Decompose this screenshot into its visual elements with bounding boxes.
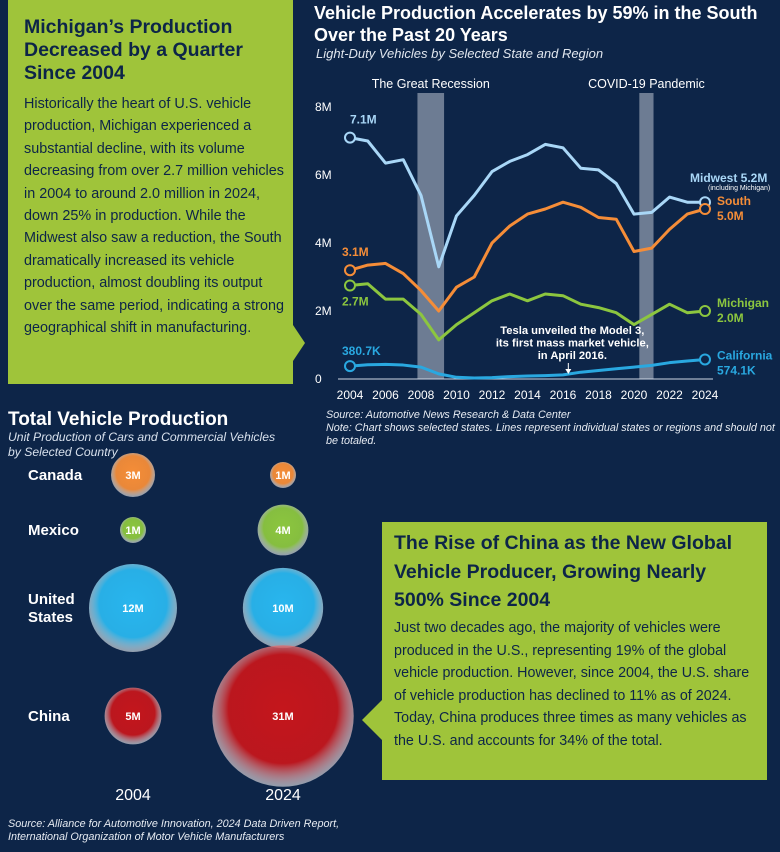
x-tick-label: 2004 — [337, 388, 364, 402]
series-start-label-midwest: 7.1M — [350, 113, 377, 127]
bubble-source-line-1: Source: Alliance for Automotive Innovati… — [8, 818, 340, 830]
series-end-value-michigan: 2.0M — [717, 311, 744, 325]
shaded-band-1 — [639, 93, 654, 379]
series-endpoint-california — [699, 353, 711, 366]
bubble-label: 3M — [125, 470, 140, 482]
series-endpoint-south — [344, 264, 356, 277]
line-chart-note: Note: Chart shows selected states. Lines… — [326, 422, 775, 447]
series-line-michigan — [349, 282, 706, 342]
series-end-note-midwest: (including Michigan) — [708, 185, 770, 192]
x-tick-label: 2024 — [692, 388, 719, 402]
series-start-label-california: 380.7K — [342, 344, 381, 358]
bubble-mexico-2004 — [120, 517, 146, 543]
line-chart-subtitle: Light-Duty Vehicles by Selected State an… — [316, 46, 604, 61]
china-callout-box: The Rise of China as the New Global Vehi… — [382, 522, 767, 780]
series-start-label-south: 3.1M — [342, 245, 369, 259]
series-line-midwest — [349, 136, 705, 269]
bubble-china-2024 — [212, 645, 354, 787]
country-label-0: Canada — [28, 467, 83, 484]
x-tick-label: 2012 — [479, 388, 506, 402]
y-tick-label: 6M — [315, 168, 332, 182]
series-endpoint-california — [344, 360, 356, 373]
country-label-2: United — [28, 591, 75, 608]
bubble-canada-2004 — [111, 453, 155, 497]
year-column-label: 2004 — [115, 787, 151, 804]
series-endpoint-michigan — [344, 279, 356, 292]
china-callout-title: The Rise of China as the New Global Vehi… — [394, 532, 733, 611]
y-tick-label: 8M — [315, 100, 332, 114]
bubble-united-states-2024 — [242, 567, 324, 649]
michigan-callout-box: Michigan’s Production Decreased by a Qua… — [8, 0, 293, 384]
michigan-callout-pointer — [293, 325, 305, 361]
bubble-source-line-2: International Organization of Motor Vehi… — [8, 831, 285, 843]
x-tick-label: 2010 — [443, 388, 470, 402]
series-line-california — [349, 357, 706, 380]
series-end-name-california: California — [717, 348, 773, 362]
year-column-label: 2024 — [265, 787, 301, 804]
series-endpoint-midwest — [344, 131, 356, 144]
series-start-label-michigan: 2.7M — [342, 295, 369, 309]
x-tick-label: 2016 — [550, 388, 577, 402]
bubble-chart-title: Total Vehicle Production — [8, 409, 229, 430]
line-chart-source-text: Source: Automotive News Research & Data … — [326, 409, 571, 421]
x-tick-label: 2006 — [372, 388, 399, 402]
bubble-united-states-2004 — [89, 564, 177, 652]
annotation-arrow-head — [565, 369, 572, 374]
china-callout-body: Just two decades ago, the majority of ve… — [394, 620, 750, 749]
line-chart-source: Source: Automotive News Research & Data … — [326, 409, 778, 448]
y-tick-label: 4M — [315, 236, 332, 250]
x-tick-label: 2022 — [656, 388, 683, 402]
michigan-callout-body: Historically the heart of U.S. vehicle p… — [24, 96, 284, 337]
series-end-label-midwest: Midwest 5.2M — [690, 171, 767, 185]
bubble-mexico-2024 — [257, 504, 309, 556]
y-tick-label: 2M — [315, 304, 332, 318]
bubble-chart-source: Source: Alliance for Automotive Innovati… — [8, 818, 428, 844]
line-chart: The Great Recession COVID-19 Pandemic 0 2M 4… — [315, 77, 773, 402]
series-end-value-south: 5.0M — [717, 209, 744, 223]
bubble-label: 5M — [125, 711, 140, 723]
china-callout-pointer — [362, 700, 382, 740]
bubble-canada-2024 — [270, 462, 296, 488]
country-label-3: China — [28, 708, 70, 725]
bubble-china-2004 — [104, 687, 162, 745]
michigan-callout-title: Michigan’s Production Decreased by a Qua… — [24, 16, 243, 84]
y-tick-label: 0 — [315, 372, 322, 386]
series-line-south — [349, 200, 706, 313]
bubble-label: 1M — [125, 525, 140, 537]
bubble-label: 4M — [275, 525, 290, 537]
annotation-line-2: in April 2016. — [538, 350, 607, 362]
series-end-name-michigan: Michigan — [717, 296, 769, 310]
annotation-line-0: Tesla unveiled the Model 3, — [500, 325, 644, 337]
bubble-chart-subtitle: Unit Production of Cars and Commercial V… — [8, 430, 276, 459]
country-label-2: States — [28, 609, 73, 626]
x-tick-label: 2008 — [408, 388, 435, 402]
country-label-1: Mexico — [28, 522, 79, 539]
series-endpoint-south — [699, 203, 711, 215]
line-chart-title: Vehicle Production Accelerates by 59% in… — [314, 3, 758, 45]
series-end-name-south: South — [717, 194, 751, 208]
series-end-value-california: 574.1K — [717, 363, 756, 377]
series-endpoint-michigan — [699, 305, 711, 317]
shaded-band-label-1: COVID-19 Pandemic — [588, 77, 705, 91]
bubble-label: 1M — [275, 470, 290, 482]
x-tick-label: 2018 — [585, 388, 612, 402]
x-tick-label: 2014 — [514, 388, 541, 402]
bubble-label: 12M — [122, 603, 143, 615]
x-tick-label: 2020 — [621, 388, 648, 402]
annotation-line-1: its first mass market vehicle, — [496, 338, 649, 350]
bubble-label: 10M — [272, 603, 293, 615]
shaded-band-label-0: The Great Recession — [372, 77, 490, 91]
bubble-label: 31M — [272, 711, 293, 723]
